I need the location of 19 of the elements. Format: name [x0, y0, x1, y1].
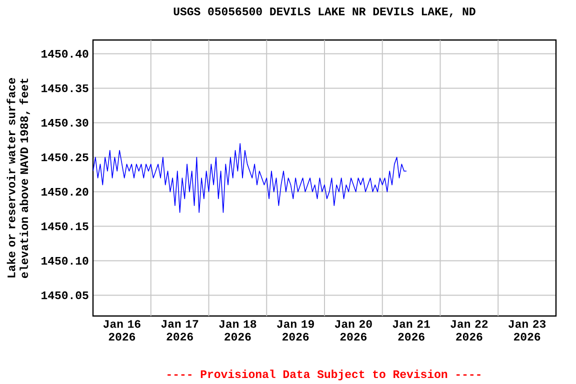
y-tick-label: 1450.30: [42, 118, 88, 127]
x-tick-label: Jan 18 2026: [219, 320, 256, 341]
x-tick-label: Jan 22 2026: [450, 320, 488, 341]
y-tick-label: 1450.05: [42, 291, 88, 300]
y-tick-label: 1450.20: [42, 188, 88, 196]
y-axis-title: Lake or reservoir water surface elevation above NAVD 1988, feet: [6, 78, 30, 278]
x-tick-label: Jan 19 2026: [277, 320, 314, 341]
chart-title: USGS 05056500 DEVILS LAKE NR DEVILS LAKE, ND: [174, 8, 476, 18]
y-tick-label: 1450.40: [42, 50, 88, 58]
text: ---- Provisional Data Subject to Revision ----: [168, 370, 480, 380]
x-tick-label: Jan 20 2026: [334, 320, 372, 341]
x-tick-label: Jan 21 2026: [392, 320, 430, 341]
y-tick-label: 1450.25: [42, 153, 88, 162]
x-tick-label: Jan 23 2026: [508, 320, 546, 341]
x-tick-label: Jan 16 2026: [103, 320, 140, 341]
x-tick-label: Jan 17 2026: [161, 320, 198, 341]
y-tick-label: 1450.10: [42, 256, 88, 265]
y-tick-label: 1450.35: [42, 84, 88, 92]
y-tick-label: 1450.15: [42, 222, 88, 230]
